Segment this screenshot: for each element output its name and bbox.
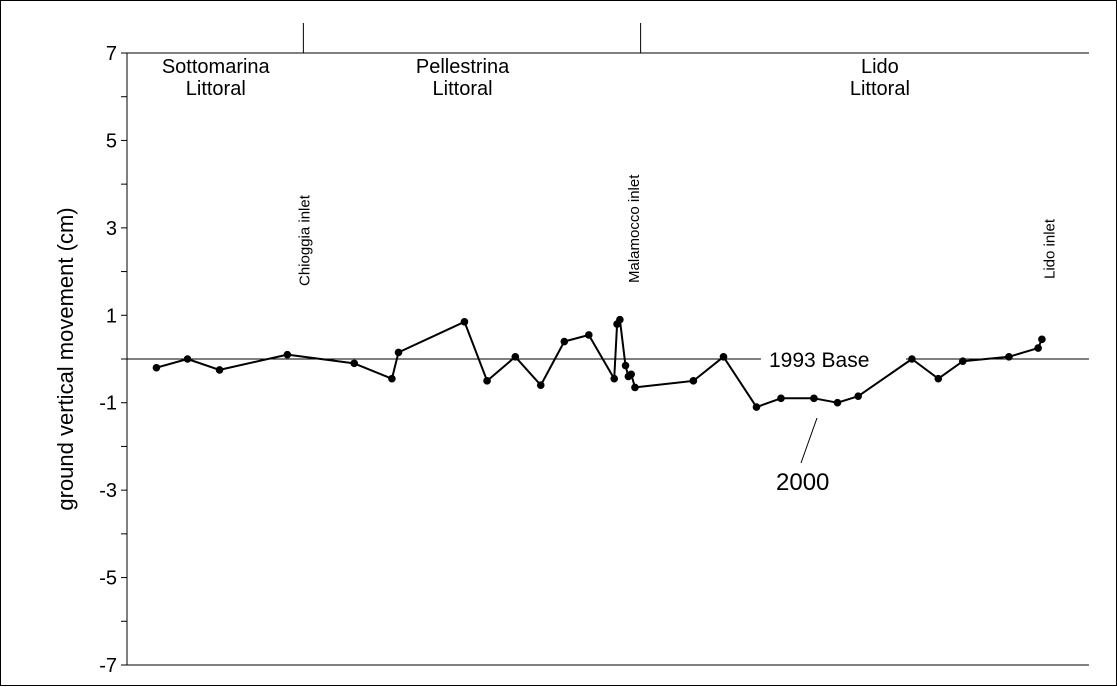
y-tick-label: 5 (106, 130, 117, 152)
series-label-leader (800, 417, 818, 464)
series-2000-point (631, 383, 639, 392)
series-2000-point (388, 374, 396, 383)
series-2000-point (460, 318, 469, 326)
inlet-label: Lido inlet (1041, 218, 1058, 279)
series-2000-point (610, 374, 619, 383)
region-layer: SottomarinaLittoralPellestrinaLittoralLi… (162, 23, 910, 100)
series-2000-point (719, 353, 728, 361)
y-axis-label: ground vertical movement (cm) (53, 207, 78, 510)
series-2000-point (908, 355, 916, 363)
series-2000-point (394, 348, 403, 357)
series-2000-point (350, 359, 359, 368)
region-label-line1: Lido (861, 56, 899, 78)
series-2000-point (616, 315, 624, 324)
series-2000-point (215, 366, 224, 374)
series-2000-point (777, 394, 785, 403)
series-2000-point (627, 370, 635, 379)
y-tick-label: -7 (99, 655, 117, 677)
y-tick-label: 7 (106, 43, 117, 65)
series-2000-point (621, 361, 630, 370)
baseline-layer: 1993 Base (127, 349, 1089, 372)
series-2000-point (833, 398, 842, 407)
series-2000-point (854, 392, 863, 400)
region-label-line1: Pellestrina (416, 56, 510, 78)
series-2000-point (752, 403, 761, 411)
series-2000-point (810, 394, 818, 403)
y-tick-label: -3 (99, 480, 117, 502)
series-2000-point (1034, 344, 1042, 352)
series-2000-point (689, 377, 698, 385)
baseline-label: 1993 Base (769, 349, 869, 372)
region-label-line2: Littoral (433, 78, 493, 100)
axis-layer: -7 -5 -3 -1 1 3 5 7 ground vertical movement (cm… (53, 43, 1089, 677)
series-2000-point (483, 377, 491, 385)
series-2000-point (536, 381, 545, 390)
series-2000-point (560, 337, 569, 346)
y-tick-label: 3 (106, 218, 117, 240)
series-2000-point (152, 363, 161, 372)
series-2000-point (511, 353, 520, 361)
series-2000-point (584, 331, 593, 339)
region-label-line2: Littoral (186, 78, 246, 100)
series-2000-point (1005, 353, 1013, 361)
region-label-line1: Sottomarina (162, 56, 271, 78)
series-2000-point (1038, 335, 1046, 344)
y-tick-label: -1 (99, 393, 117, 415)
series-2000-point (958, 357, 967, 365)
y-tick-label: 1 (106, 305, 117, 327)
series-2000-point (934, 374, 943, 383)
inlet-label: Malamocco inlet (626, 174, 643, 283)
series-layer (152, 315, 1046, 411)
series-label: 2000 (776, 469, 829, 496)
annotation-layer: Chioggia inlet Malamocco inlet Lido inlet 2… (296, 174, 1058, 496)
region-label-line2: Littoral (850, 78, 910, 100)
series-2000-point (283, 350, 292, 359)
series-2000-line (156, 318, 1043, 409)
series-2000-point (183, 355, 192, 363)
y-tick-label: -5 (99, 568, 117, 590)
inlet-label: Chioggia inlet (296, 194, 313, 286)
